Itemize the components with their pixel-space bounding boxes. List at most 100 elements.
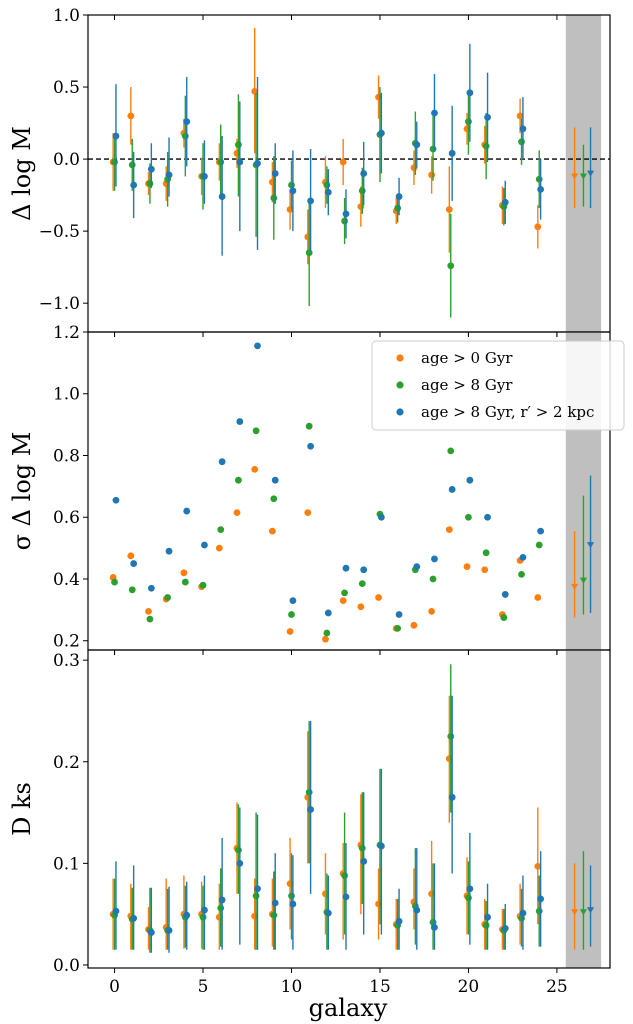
data-point: [236, 418, 244, 425]
panels: −1.0 −0.5 0.0 0.5 1.0 Δ log M 0.2 0.4 0.6 0.8 1.0 1…: [8, 6, 611, 997]
data-point: [535, 175, 543, 183]
y-tick-label: 1.0: [53, 6, 80, 26]
data-point: [323, 181, 331, 189]
legend-marker-series-0: [396, 354, 404, 362]
data-point: [147, 584, 155, 592]
data-point: [377, 513, 385, 521]
data-point: [201, 172, 208, 180]
data-point: [535, 541, 543, 549]
data-point: [164, 594, 172, 601]
data-point: [445, 526, 453, 533]
data-point: [501, 198, 509, 206]
data-point: [289, 597, 297, 605]
data-point: [146, 180, 154, 187]
summary-marker: [586, 907, 595, 914]
data-point: [534, 223, 542, 231]
data-point: [518, 138, 525, 146]
y-axis-label: Δ log M: [8, 126, 36, 221]
summary-marker: [579, 909, 588, 916]
y-axis-label: D ks: [8, 782, 36, 836]
data-point: [111, 158, 118, 166]
data-point: [130, 560, 138, 567]
y-tick-label: 0.0: [53, 150, 80, 170]
x-tick-label: 5: [198, 977, 209, 997]
data-point: [410, 621, 418, 629]
data-point: [500, 614, 508, 621]
data-point: [413, 906, 421, 914]
x-tick-label: 20: [458, 977, 480, 997]
data-point: [254, 160, 261, 167]
data-point: [215, 544, 223, 552]
data-point: [181, 578, 189, 586]
data-point: [252, 427, 260, 435]
y-tick-label: 1.0: [53, 385, 80, 405]
data-point: [146, 615, 154, 623]
data-point: [358, 844, 366, 852]
data-point: [112, 496, 120, 504]
data-point: [307, 197, 315, 205]
data-point: [324, 909, 332, 917]
y-tick-label: 0.6: [53, 508, 80, 528]
summary-marker: [571, 583, 579, 590]
y-tick-label: −1.0: [39, 294, 80, 314]
data-point: [236, 859, 244, 867]
data-point: [482, 549, 490, 557]
data-point: [341, 872, 348, 879]
data-point: [339, 597, 347, 605]
data-point: [431, 555, 438, 563]
data-point: [128, 161, 136, 169]
data-point: [519, 553, 527, 561]
data-point: [342, 210, 350, 218]
data-point: [251, 465, 259, 473]
data-point: [484, 913, 491, 921]
data-point: [165, 927, 173, 934]
data-point: [394, 204, 402, 212]
data-point: [254, 885, 261, 893]
data-point: [271, 899, 279, 907]
data-point: [183, 118, 191, 126]
data-point: [519, 909, 527, 917]
data-point: [395, 917, 403, 925]
data-point: [252, 892, 260, 900]
data-point: [535, 907, 543, 915]
data-point: [201, 906, 208, 914]
data-point: [130, 914, 138, 922]
data-point: [465, 513, 472, 521]
data-point: [236, 158, 244, 166]
data-point: [218, 193, 226, 200]
data-point: [375, 594, 382, 601]
data-point: [448, 486, 456, 493]
data-point: [342, 893, 350, 901]
data-point: [537, 895, 545, 903]
data-point: [448, 793, 456, 801]
data-point: [218, 896, 226, 904]
data-point: [431, 923, 438, 931]
data-point: [127, 552, 135, 560]
legend-label-series-0: age > 0 Gyr: [421, 349, 513, 367]
data-point: [341, 589, 348, 597]
data-point: [395, 611, 403, 618]
data-point: [183, 507, 191, 515]
data-point: [127, 112, 135, 120]
data-point: [537, 185, 545, 193]
data-point: [324, 188, 332, 196]
data-point: [324, 609, 332, 617]
y-tick-label: 1.2: [53, 323, 80, 343]
summary-marker: [571, 909, 579, 916]
data-point: [305, 249, 313, 257]
data-point: [466, 885, 474, 893]
data-point: [395, 193, 403, 200]
data-point: [465, 894, 472, 902]
data-point: [323, 629, 331, 637]
data-point: [534, 863, 542, 870]
data-point: [201, 541, 208, 549]
summary-marker: [579, 577, 588, 584]
data-point: [484, 113, 491, 121]
data-point: [534, 594, 542, 601]
data-point: [481, 566, 489, 574]
data-point: [358, 187, 366, 195]
legend-marker-series-1: [396, 381, 404, 389]
data-point: [447, 447, 455, 455]
data-point: [445, 206, 453, 213]
